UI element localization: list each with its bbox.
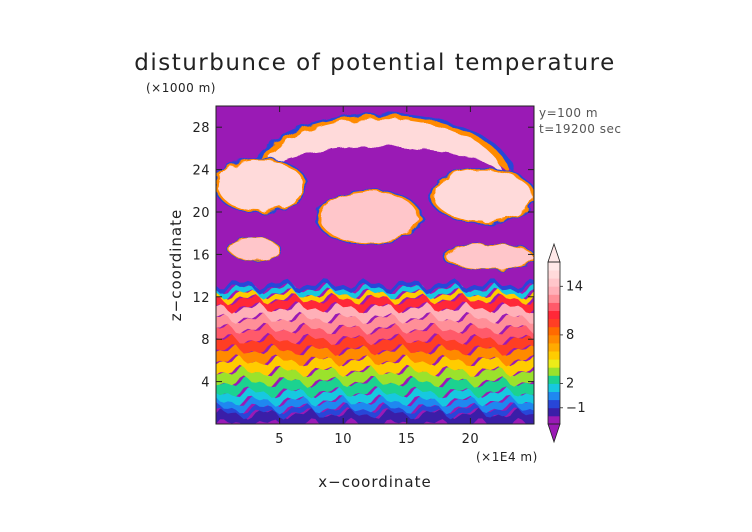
colorbar: −1 2 8 14 [547, 242, 586, 444]
layer-band [216, 278, 534, 295]
x-axis-unit: (×1E4 m) [476, 450, 538, 464]
plot-frame [215, 105, 535, 425]
layer-band [216, 386, 534, 407]
x-tick-label: 20 [462, 432, 480, 447]
colorbar-cell [548, 367, 560, 376]
colorbar-cell [548, 415, 560, 425]
y-tick-label: 8 [201, 333, 210, 348]
colorbar-cell [548, 407, 560, 417]
y-tick-label: 24 [192, 164, 210, 179]
colorbar-extend-top [547, 242, 561, 263]
colorbar-cell [548, 351, 560, 360]
colorbar-cell [548, 383, 560, 392]
y-axis-unit: (×1000 m) [146, 81, 216, 95]
layer-band [216, 322, 534, 346]
y-tick-label: 16 [192, 248, 210, 263]
y-position-annotation: y=100 m [539, 106, 598, 120]
colorbar-label: 2 [566, 377, 575, 392]
layer-band [216, 407, 534, 424]
structure-left-anvil [217, 160, 304, 211]
x-tick-label: 15 [398, 432, 416, 447]
colorbar-cell [548, 343, 560, 352]
layer-band [216, 301, 534, 324]
colorbar-label: 8 [566, 328, 575, 343]
x-tick-label: 10 [334, 432, 352, 447]
y-ticks: 4 8 12 16 20 24 28 [192, 121, 534, 391]
y-tick-label: 20 [192, 206, 210, 221]
colorbar-cell [548, 399, 560, 409]
y-axis-label: z−coordinate [167, 209, 185, 321]
colorbar-cell [548, 359, 560, 368]
colorbar-cell [548, 375, 560, 384]
y-tick-label: 4 [201, 376, 210, 391]
layer-band [216, 401, 534, 420]
colorbar-extend-bottom [547, 423, 561, 444]
y-tick-label: 28 [192, 121, 210, 136]
structure-arch [259, 119, 504, 181]
x-axis-label: x−coordinate [318, 473, 431, 491]
structure-right-anvil [434, 170, 532, 222]
colorbar-cell [548, 294, 560, 303]
colorbar-frame [547, 261, 561, 425]
upper-structures [216, 112, 534, 272]
layer-band [216, 364, 534, 388]
structure-left-band [229, 238, 279, 260]
structure-right-band [446, 244, 533, 270]
colorbar-cell [548, 391, 560, 401]
layer-band [216, 394, 534, 415]
layer-band [216, 292, 534, 314]
colorbar-cell [548, 302, 560, 311]
layer-band [216, 332, 534, 356]
colorbar-label: −1 [566, 401, 586, 416]
colorbar-cell [548, 310, 560, 320]
layer-band [216, 375, 534, 399]
plot-area [216, 106, 534, 424]
layer-band [216, 312, 534, 335]
colorbar-cell [548, 318, 560, 328]
layer-band [216, 282, 534, 300]
colorbar-cell [548, 270, 560, 279]
y-tick-label: 12 [192, 291, 210, 306]
colorbar-label: 14 [566, 279, 584, 294]
colorbar-cell [548, 286, 560, 295]
structure-central-cells [319, 191, 418, 243]
x-ticks: 5 10 15 20 [275, 106, 479, 447]
colorbar-cell [548, 262, 560, 271]
colorbar-cell [548, 326, 560, 336]
colorbar-cell [548, 278, 560, 287]
stable-layers [216, 278, 534, 424]
colorbar-cell [548, 334, 560, 344]
x-tick-label: 5 [275, 432, 284, 447]
time-annotation: t=19200 sec [539, 122, 621, 136]
chart-title: disturbunce of potential temperature [134, 50, 616, 76]
